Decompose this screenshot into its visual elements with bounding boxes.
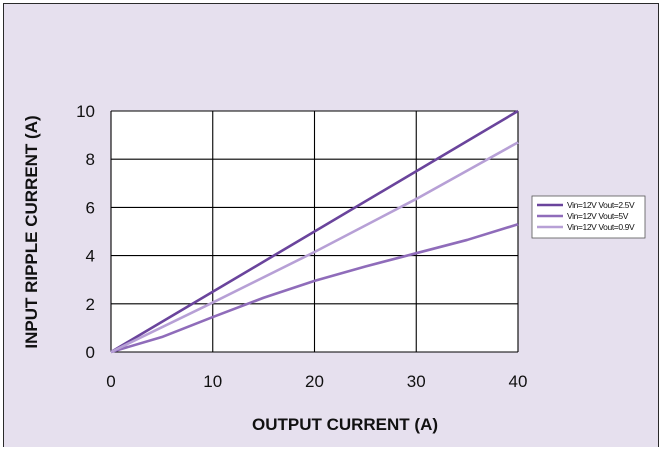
y-tick-label: 2 bbox=[86, 295, 95, 314]
legend-label: Vin=12V Vout=2.5V bbox=[567, 200, 635, 210]
y-tick-label: 8 bbox=[86, 150, 95, 169]
y-tick-label: 4 bbox=[86, 247, 95, 266]
x-axis-label: OUTPUT CURRENT (A) bbox=[252, 415, 438, 434]
x-tick-label: 0 bbox=[106, 372, 115, 391]
legend-label: Vin=12V Vout=5V bbox=[567, 211, 629, 221]
series-line-2 bbox=[110, 223, 519, 354]
series-line-3 bbox=[110, 141, 519, 354]
x-tick-label: 10 bbox=[203, 372, 222, 391]
x-tick-label: 40 bbox=[509, 372, 528, 391]
y-tick-label: 10 bbox=[76, 102, 95, 121]
y-tick-label: 6 bbox=[86, 198, 95, 217]
x-tick-label: 20 bbox=[305, 372, 324, 391]
y-tick-label: 0 bbox=[86, 343, 95, 362]
x-tick-label: 30 bbox=[407, 372, 426, 391]
series-line-1 bbox=[110, 109, 519, 354]
y-axis-label: INPUT RIPPLE CURRENT (A) bbox=[22, 115, 41, 348]
legend-label: Vin=12V Vout=0.9V bbox=[567, 222, 635, 232]
